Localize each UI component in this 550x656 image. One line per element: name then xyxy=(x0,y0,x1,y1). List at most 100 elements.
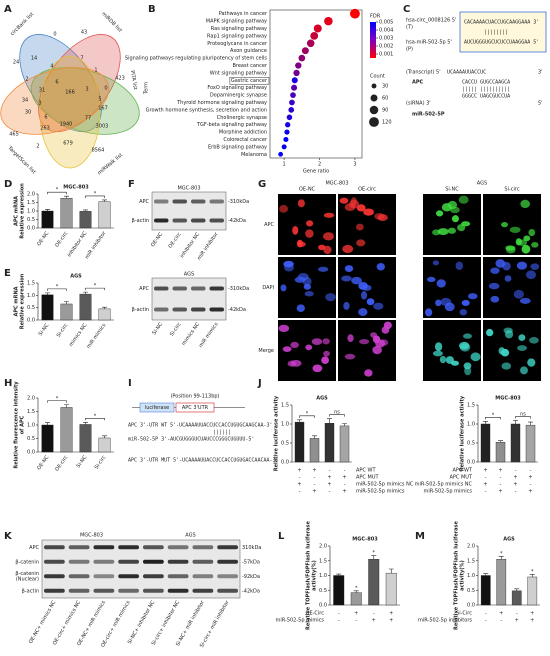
blot-band xyxy=(154,218,169,223)
y-tick-label: Thyroid hormone signaling pathway xyxy=(176,100,267,106)
condition-sign: - xyxy=(299,489,301,495)
significance-bracket xyxy=(47,288,67,291)
image-row-label: APC xyxy=(264,222,274,228)
venn-count: 6 xyxy=(55,80,58,86)
significance-label: * xyxy=(56,284,59,290)
blot-lane-label: miR mimics xyxy=(198,321,220,349)
cell xyxy=(312,364,323,373)
cell xyxy=(290,341,299,349)
venn-count: 3 xyxy=(85,87,88,93)
cell xyxy=(518,334,526,341)
chart-title: MGC-803 xyxy=(63,185,89,191)
error-bar xyxy=(529,574,535,577)
cell xyxy=(279,204,288,213)
y-axis-label: of APC xyxy=(20,415,26,434)
y-tick-label: 0.5 xyxy=(319,588,327,594)
venn-count: 263 xyxy=(40,126,50,132)
dot xyxy=(293,69,300,77)
cell xyxy=(441,203,452,212)
y-tick-label: 1.0 xyxy=(27,209,35,215)
bar xyxy=(525,424,536,463)
significance-bracket xyxy=(485,417,501,420)
y-tick-label: 1.5 xyxy=(27,200,35,206)
cell xyxy=(278,324,290,333)
cell xyxy=(325,293,336,302)
bar xyxy=(333,575,345,606)
y-tick-label: Dopaminergic synapse xyxy=(210,93,267,99)
cell xyxy=(374,212,385,220)
blot-band xyxy=(118,588,139,593)
dot xyxy=(306,39,315,48)
venn-count: 0 xyxy=(53,32,56,38)
dot xyxy=(310,32,319,40)
error-bar xyxy=(388,568,394,574)
dot xyxy=(349,8,360,19)
y-tick-label: 0.5 xyxy=(281,441,289,447)
significance-bracket xyxy=(85,287,105,291)
blot-lane-label: mimics NC xyxy=(181,321,202,347)
venn-count: 43 xyxy=(81,30,87,36)
venn-count: 423 xyxy=(115,76,125,82)
color-bar xyxy=(370,22,376,58)
error-bar xyxy=(102,199,107,202)
venn-count: 24 xyxy=(13,60,19,66)
cell xyxy=(437,228,449,236)
cell xyxy=(292,225,299,235)
y-axis-label: APC mRNA xyxy=(14,286,20,316)
condition-sign: + xyxy=(483,468,487,474)
condition-sign: - xyxy=(516,611,518,617)
color-tick-label: 0.005 xyxy=(379,20,393,26)
y-tick-label: 0.5 xyxy=(467,588,475,594)
blot-lane-label: OE-circ xyxy=(168,231,183,249)
cell xyxy=(520,366,528,375)
cell xyxy=(343,301,350,310)
cell xyxy=(516,261,528,270)
venn-count: 166 xyxy=(65,90,75,96)
dot xyxy=(285,122,291,128)
condition-name: miR-502-5p mimics xyxy=(275,618,324,624)
blot-size-label: -310kDa xyxy=(228,199,249,205)
y-tick-label: 0.0 xyxy=(467,603,475,609)
error-bar xyxy=(312,435,317,439)
y-axis-label: Relative TOPFlash/FOPFlash luciferase xyxy=(306,520,312,629)
cell xyxy=(383,321,392,330)
cell xyxy=(306,220,314,227)
condition-sign: + xyxy=(498,489,502,495)
blot-band xyxy=(192,588,214,593)
cell xyxy=(435,210,444,217)
condition-sign: + xyxy=(483,482,487,488)
cell xyxy=(287,360,297,367)
condition-sign: - xyxy=(373,611,375,617)
condition-sign: - xyxy=(485,489,487,495)
y-axis-label: activity(%) xyxy=(312,560,318,591)
sequence-text: ||||| |||||||||| xyxy=(462,87,510,93)
panel-letter: M xyxy=(415,531,425,542)
sequence-text: hsa-circ_0008126 5' xyxy=(406,18,456,24)
blot-band xyxy=(93,588,115,593)
blot-row-label: β-actin xyxy=(132,307,149,313)
y-tick-label: 0.0 xyxy=(27,226,35,232)
blot-band xyxy=(68,588,90,593)
cell xyxy=(432,260,440,266)
condition-sign: + xyxy=(342,489,346,495)
significance-bracket xyxy=(85,418,105,421)
condition-name: miR-502-5p mimics NC xyxy=(415,482,473,488)
dot xyxy=(284,129,290,135)
bar xyxy=(41,424,54,453)
blot-band xyxy=(167,545,189,550)
blot-lane-label: Si-NC+ inhibitor NC xyxy=(127,599,157,645)
condition-name: Si-Circ xyxy=(456,611,472,617)
venn-set-label: miRWalk list xyxy=(97,152,124,176)
venn-set-label: miRDB list xyxy=(100,11,123,34)
blot-band xyxy=(93,559,115,564)
cell xyxy=(426,276,436,283)
cell xyxy=(439,355,447,364)
sequence-text: |||||||| xyxy=(484,30,508,36)
x-tick-label: OE-circ xyxy=(54,454,69,472)
image-column-label: Si-NC xyxy=(445,187,459,193)
error-bar xyxy=(64,404,69,408)
condition-sign: + xyxy=(499,611,503,617)
y-tick-label: Gastric cancer xyxy=(231,78,268,84)
blot-band xyxy=(93,574,115,579)
